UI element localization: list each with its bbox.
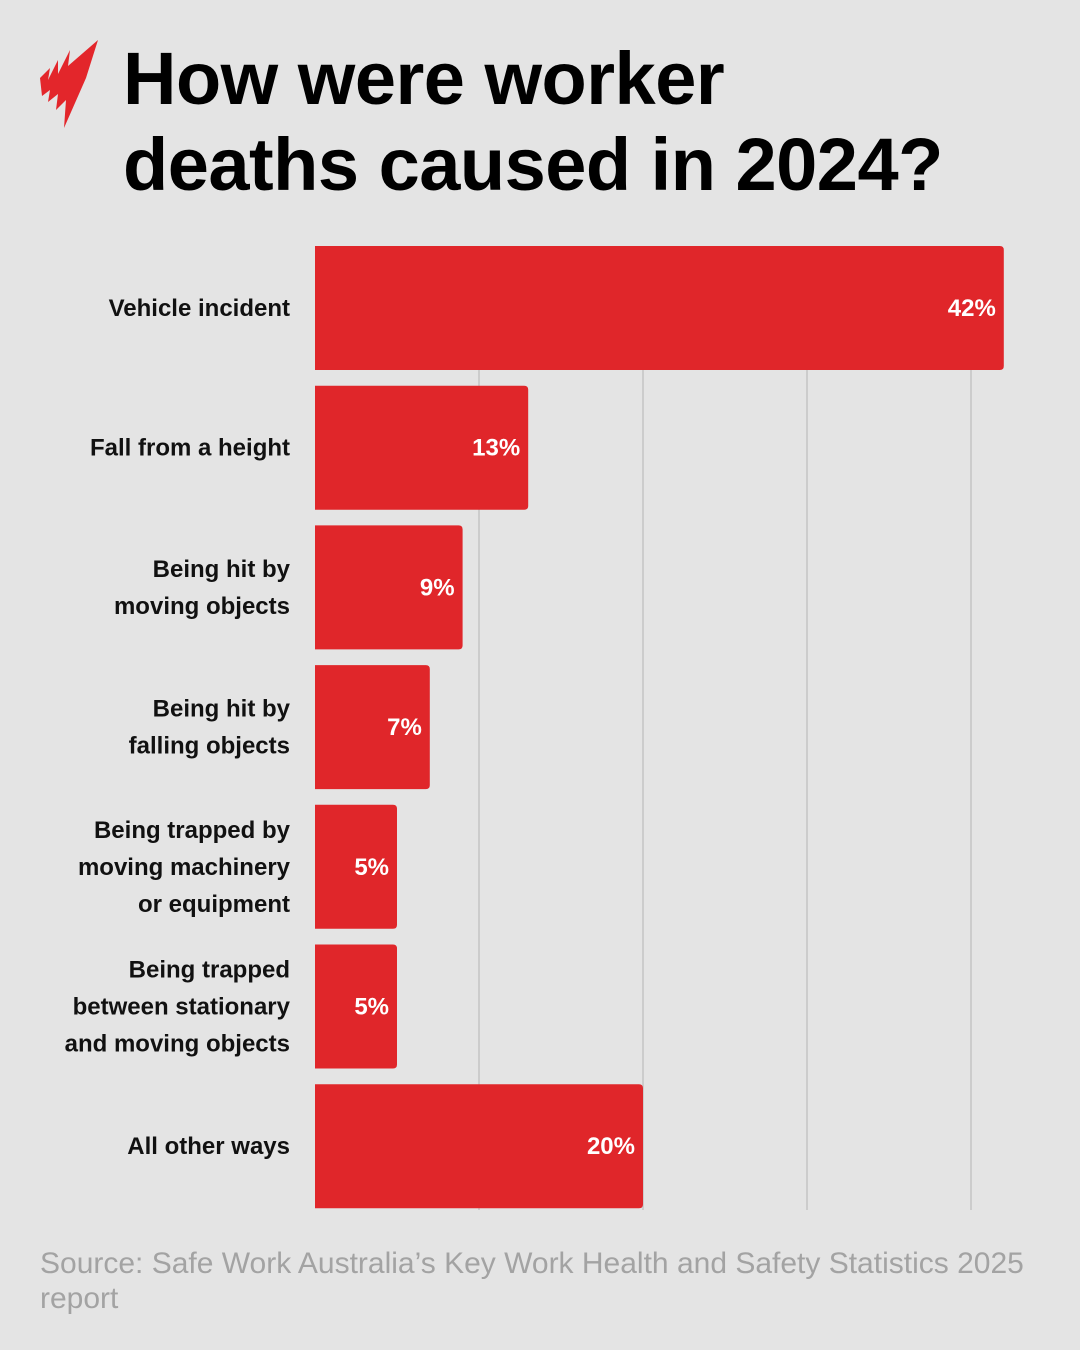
bar	[315, 1084, 643, 1209]
bar	[315, 804, 397, 929]
data-label: 5%	[354, 994, 389, 1021]
data-label: 20%	[587, 1133, 635, 1160]
bar	[315, 525, 463, 650]
bar	[315, 246, 1004, 370]
chart-title: How were worker deaths caused in 2024?	[123, 36, 943, 208]
sbs-logo	[40, 40, 98, 128]
source-note: Source: Safe Work Australia’s Key Work H…	[40, 1247, 1024, 1315]
data-label: 7%	[387, 714, 422, 741]
category-label: falling objects	[129, 733, 290, 760]
category-label: between stationary	[73, 994, 291, 1021]
data-label: 9%	[420, 574, 455, 601]
category-label: Fall from a height	[90, 435, 290, 462]
category-label: Being trapped by	[94, 817, 291, 844]
bar-chart: 42% Vehicle incident 13% Fall from a height…	[65, 246, 1004, 1210]
title-line-2: deaths caused in 2024?	[123, 123, 943, 206]
bar	[315, 385, 529, 510]
category-label: Vehicle incident	[109, 295, 290, 322]
data-label: 5%	[354, 854, 389, 881]
data-label: 42%	[948, 295, 996, 322]
category-label: moving machinery	[78, 854, 291, 881]
category-label: moving objects	[114, 593, 290, 620]
category-label: Being hit by	[153, 696, 291, 723]
category-label: or equipment	[138, 891, 290, 918]
bar	[315, 944, 397, 1069]
category-label: All other ways	[127, 1133, 290, 1160]
data-label: 13%	[472, 435, 520, 462]
bar	[315, 665, 430, 790]
category-label: Being hit by	[153, 556, 291, 583]
category-label: and moving objects	[65, 1031, 290, 1058]
category-label: Being trapped	[129, 957, 290, 984]
title-line-1: How were worker	[123, 37, 725, 120]
